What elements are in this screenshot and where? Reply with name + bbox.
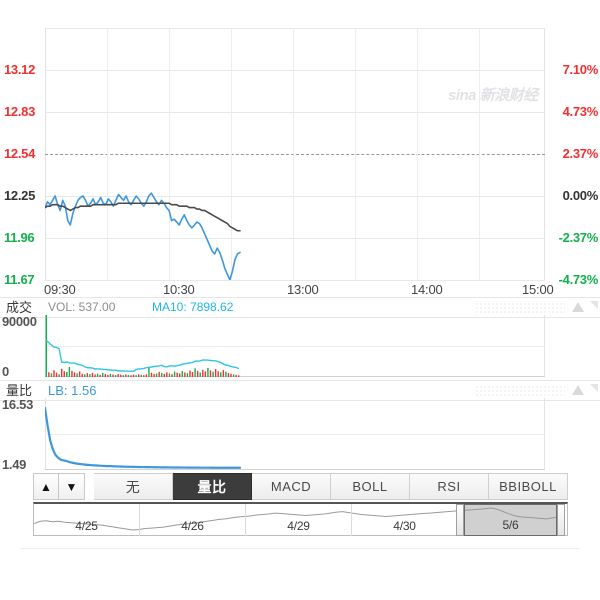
date-label: 4/29 (287, 519, 310, 533)
date-segment[interactable]: 4/25 (34, 504, 140, 536)
price-label-right: -2.37% (558, 230, 599, 245)
price-chart-panel: sina 新浪财经 13.12 12.83 12.54 12.25 11.96 … (0, 28, 600, 316)
price-line-series (45, 192, 241, 280)
date-range-slider[interactable]: 4/25 4/26 4/29 4/30 5/6 (33, 502, 568, 536)
date-label-selected: 5/6 (502, 518, 519, 532)
date-label: 4/30 (393, 519, 416, 533)
lb-collapse-triangle-icon[interactable] (572, 385, 584, 395)
history-preview-line (34, 507, 565, 531)
tab-macd[interactable]: MACD (252, 473, 331, 500)
lb-line-series (45, 406, 242, 469)
scroll-up-button[interactable]: ▲ (33, 473, 59, 500)
lb-gridline (45, 434, 545, 435)
volume-axis-top: 90000 (2, 314, 37, 329)
price-gridline (45, 112, 545, 113)
watermark-cn: 新浪财经 (479, 87, 539, 104)
price-label-left: 12.25 (4, 188, 36, 203)
lb-axis-top: 16.53 (2, 397, 34, 412)
price-vgridline (479, 28, 480, 280)
volume-info-bar: 成交 VOL: 537.00 MA10: 7898.62 (0, 297, 600, 318)
lb-panel-title: 量比 (6, 383, 33, 398)
bottom-divider (20, 548, 580, 549)
tab-boll[interactable]: BOLL (331, 473, 410, 500)
price-vgridline (355, 28, 356, 280)
tab-bbiboll[interactable]: BBIBOLL (489, 473, 568, 500)
slider-left-handle[interactable] (456, 504, 464, 536)
volume-collapse-triangle-icon[interactable] (572, 302, 584, 312)
price-vgridline (417, 28, 418, 280)
price-vgridline (231, 28, 232, 280)
date-label: 4/26 (181, 519, 204, 533)
price-label-left: 12.83 (4, 104, 36, 119)
date-segment[interactable]: 4/29 (246, 504, 352, 536)
price-gridline (45, 280, 545, 281)
lb-scroll-dots[interactable] (475, 385, 565, 396)
price-gridline (45, 238, 545, 239)
lb-chart-panel: 16.53 1.49 (0, 397, 600, 472)
price-label-right: 7.10% (562, 62, 599, 77)
time-label: 10:30 (163, 282, 195, 297)
price-vgridline (169, 28, 170, 280)
price-gridline (45, 28, 545, 29)
volume-bar-series (45, 315, 240, 377)
price-label-left: 11.67 (4, 272, 35, 287)
lb-info-bar: 量比 LB: 1.56 (0, 380, 600, 401)
price-label-right: 0.00% (562, 188, 599, 203)
lb-baseline (45, 469, 545, 470)
tab-rsi[interactable]: RSI (410, 473, 489, 500)
price-gridline (45, 70, 545, 71)
price-label-right: -4.73% (558, 272, 599, 287)
date-label: 4/25 (75, 519, 98, 533)
lb-value-label: LB: 1.56 (48, 383, 97, 398)
indicator-tabbar: ▲ ▼ 无 量比 MACD BOLL RSI BBIBOLL (33, 473, 568, 500)
slider-right-handle[interactable] (557, 504, 565, 536)
time-label: 13:00 (287, 282, 319, 297)
volume-baseline (45, 376, 545, 377)
volume-chart-panel: 90000 0 (0, 314, 600, 379)
price-zero-line (45, 154, 545, 155)
lb-corner-icon (590, 384, 598, 392)
price-label-left: 13.12 (4, 62, 36, 77)
watermark-brand: sina (448, 87, 477, 104)
scroll-down-button[interactable]: ▼ (59, 473, 85, 500)
time-label: 15:00 (522, 282, 554, 297)
tab-liangbi[interactable]: 量比 (173, 473, 252, 500)
volume-scroll-dots[interactable] (475, 302, 565, 313)
slider-selected-range[interactable]: 5/6 (464, 504, 557, 536)
price-label-right: 4.73% (562, 104, 599, 119)
volume-panel-title: 成交 (6, 300, 33, 315)
volume-gridline (45, 346, 545, 347)
volume-ma-label: MA10: 7898.62 (152, 300, 234, 314)
lb-axis-bottom: 1.49 (2, 457, 27, 472)
volume-corner-icon (590, 301, 598, 309)
price-gridline (45, 196, 545, 197)
sina-watermark: sina 新浪财经 (448, 84, 588, 106)
price-vgridline (293, 28, 294, 280)
volume-value-label: VOL: 537.00 (48, 300, 116, 314)
volume-axis-bottom: 0 (2, 364, 9, 379)
time-label: 09:30 (44, 282, 76, 297)
date-segment[interactable]: 4/26 (140, 504, 246, 536)
price-label-left: 11.96 (4, 230, 35, 245)
tabbar-spacer (85, 473, 94, 500)
price-label-right: 2.37% (562, 146, 599, 161)
price-vgridline (107, 28, 108, 280)
price-label-left: 12.54 (4, 146, 36, 161)
date-segment[interactable]: 4/30 (352, 504, 458, 536)
time-label: 14:00 (411, 282, 443, 297)
tab-none[interactable]: 无 (94, 473, 173, 500)
